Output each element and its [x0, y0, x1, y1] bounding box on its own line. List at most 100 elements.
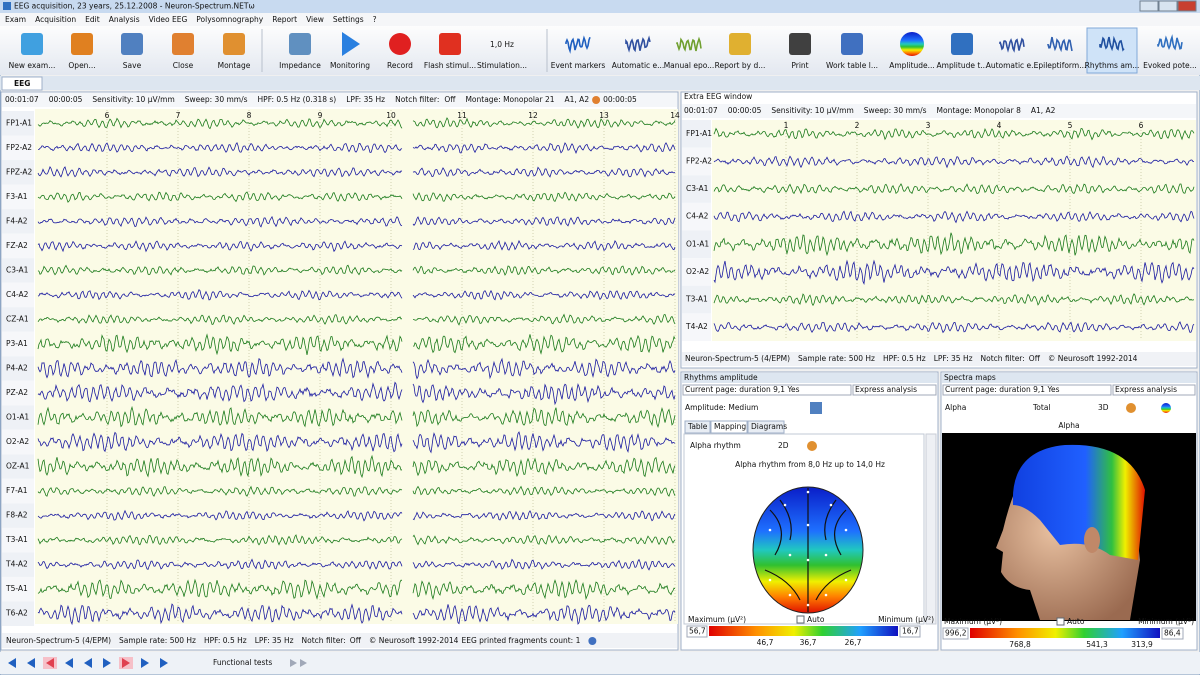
info-item[interactable]: A1, A2 [565, 95, 590, 104]
info-item[interactable]: Montage: Monopolar 8 [937, 106, 1022, 115]
nav-icon[interactable] [103, 658, 111, 668]
channel-label[interactable]: C3-A1 [6, 265, 29, 274]
menu-item[interactable]: Polysomnography [196, 15, 263, 24]
channel-label[interactable]: T3-A1 [5, 535, 28, 544]
info-item[interactable]: Montage: Monopolar 21 [465, 95, 554, 104]
info-item[interactable]: A1, A2 [1031, 106, 1056, 115]
channel-label[interactable]: C4-A2 [6, 290, 29, 299]
window-button [1177, 0, 1197, 12]
nav-icon[interactable] [84, 658, 92, 668]
channel-label[interactable]: T6-A2 [5, 609, 28, 618]
dim-select[interactable]: 3D [1098, 403, 1109, 412]
toolbar-button[interactable]: Impedance [279, 33, 321, 70]
channel-label[interactable]: FP1-A1 [686, 129, 712, 138]
toolbar-button[interactable]: New exam... [9, 33, 56, 70]
toolbar-button[interactable]: Manual epo... [664, 36, 715, 70]
menu-item[interactable]: Settings [333, 15, 364, 24]
menu-item[interactable]: View [306, 15, 324, 24]
band-select[interactable]: Alpha [945, 403, 966, 412]
channel-label[interactable]: FPZ-A2 [6, 167, 33, 176]
nav-icon[interactable] [122, 658, 130, 668]
info-item[interactable]: Sensitivity: 10 µV/mm [771, 106, 853, 115]
nav-icon[interactable] [160, 658, 168, 668]
toolbar-button[interactable]: Monitoring [330, 32, 370, 70]
channel-label[interactable]: O1-A1 [686, 239, 709, 248]
channel-label[interactable]: F7-A1 [6, 486, 28, 495]
channel-label[interactable]: OZ-A1 [6, 462, 30, 471]
info-item[interactable]: Sweep: 30 mm/s [185, 95, 248, 104]
channel-label-cell [2, 405, 34, 430]
toolbar-button[interactable]: Work table l... [826, 33, 878, 70]
combo-text[interactable]: Current page: duration 9,1 Yes [685, 385, 800, 394]
channel-label[interactable]: F4-A2 [6, 216, 28, 225]
auto-label[interactable]: Auto [807, 615, 825, 624]
toolbar-button[interactable]: Close [172, 33, 194, 70]
nav-icon[interactable] [46, 658, 54, 668]
channel-label[interactable]: PZ-A2 [6, 388, 28, 397]
channel-label[interactable]: FP2-A2 [686, 156, 712, 165]
amplitude-select[interactable]: Amplitude: Medium [685, 403, 758, 412]
channel-label[interactable]: P3-A1 [6, 339, 28, 348]
toolbar-button[interactable]: 1,0 Hz Stimulation... [477, 40, 527, 70]
menu-item[interactable]: Report [272, 15, 297, 24]
toolbar-button[interactable]: Print [789, 33, 811, 70]
channel-label[interactable]: O2-A2 [686, 267, 709, 276]
nav-icon[interactable] [65, 658, 73, 668]
dim-select[interactable]: 2D [778, 441, 789, 450]
channel-label[interactable]: P4-A2 [6, 364, 28, 373]
info-item[interactable]: Sensitivity: 10 µV/mm [92, 95, 174, 104]
channel-label[interactable]: F3-A1 [6, 192, 28, 201]
channel-label[interactable]: T5-A1 [5, 584, 28, 593]
combo-text[interactable]: Express analysis [1115, 385, 1177, 394]
channel-label[interactable]: F8-A2 [6, 511, 28, 520]
toolbar-button[interactable]: Automatic e... [986, 37, 1039, 70]
channel-label[interactable]: T3-A1 [685, 295, 708, 304]
info-item[interactable]: Notch filter: [395, 95, 439, 104]
toolbar-button[interactable]: Epileptiform... [1034, 36, 1087, 70]
channel-label[interactable]: T4-A2 [5, 560, 28, 569]
info-item[interactable]: Sweep: 30 mm/s [864, 106, 927, 115]
toolbar-button[interactable]: Amplitude... [889, 32, 935, 70]
nav-icon[interactable] [141, 658, 149, 668]
tab-label[interactable]: Table [687, 422, 708, 431]
tab-label[interactable]: Diagrams [751, 422, 787, 431]
channel-label[interactable]: FP1-A1 [6, 118, 32, 127]
channel-label[interactable]: FZ-A2 [6, 241, 28, 250]
menu-item[interactable]: Analysis [109, 15, 140, 24]
menu-item[interactable]: Video EEG [149, 15, 188, 24]
info-item[interactable]: LPF: 35 Hz [346, 95, 385, 104]
info-item[interactable]: HPF: 0.5 Hz (0.318 s) [258, 95, 337, 104]
menu-item[interactable]: Acquisition [35, 15, 76, 24]
nav-icon[interactable] [27, 658, 35, 668]
channel-label[interactable]: C4-A2 [686, 212, 709, 221]
toolbar-button[interactable]: Save [121, 33, 143, 70]
auto-label[interactable]: Auto [1067, 617, 1085, 626]
combo-text[interactable]: Express analysis [855, 385, 917, 394]
toolbar-button[interactable]: Montage [218, 33, 251, 70]
toolbar-button[interactable]: Evoked pote... [1143, 34, 1197, 70]
tab-label[interactable]: Mapping [714, 422, 746, 431]
channel-label[interactable]: O1-A1 [6, 413, 29, 422]
toolbar-button[interactable]: Report by d... [715, 33, 766, 70]
toolbar-button[interactable]: Open... [68, 33, 96, 70]
channel-label[interactable]: CZ-A1 [6, 314, 29, 323]
total-select[interactable]: Total [1032, 403, 1051, 412]
toolbar-button[interactable]: Flash stimul... [424, 33, 476, 70]
toolbar-button[interactable]: Record [387, 33, 413, 70]
channel-label[interactable]: T4-A2 [685, 322, 708, 331]
channel-label[interactable]: O2-A2 [6, 437, 29, 446]
toolbar-button[interactable]: Event markers [551, 35, 606, 70]
rhythm-select[interactable]: Alpha rhythm [690, 441, 741, 450]
toolbar-button[interactable]: Amplitude t... [937, 33, 988, 70]
menu-item[interactable]: Edit [85, 15, 100, 24]
combo-text[interactable]: Current page: duration 9,1 Yes [945, 385, 1060, 394]
toolbar-button[interactable]: Automatic e... [612, 35, 665, 70]
info-item[interactable]: Off [444, 95, 456, 104]
info-item[interactable]: 00:00:05 [603, 95, 637, 104]
channel-label[interactable]: FP2-A2 [6, 143, 32, 152]
nav-icon[interactable] [8, 658, 16, 668]
menu-item[interactable]: Exam [5, 15, 26, 24]
channel-label[interactable]: C3-A1 [686, 184, 709, 193]
menu-item[interactable]: ? [373, 15, 377, 24]
toolbar-button[interactable]: Rhythms am... [1085, 35, 1140, 70]
